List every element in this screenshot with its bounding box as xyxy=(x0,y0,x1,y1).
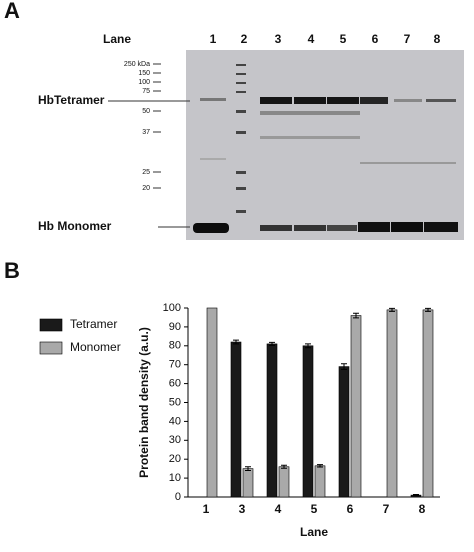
error-bar xyxy=(305,343,311,349)
marker-label: 75 xyxy=(142,88,150,95)
bar xyxy=(230,341,242,498)
x-tick-label: 6 xyxy=(347,502,354,516)
band-label: HbTetramer xyxy=(38,93,105,107)
legend-label: Tetramer xyxy=(70,317,117,331)
legend-label: Monomer xyxy=(70,340,121,354)
y-tick-label: 80 xyxy=(169,340,181,352)
marker-label: 50 xyxy=(142,108,150,115)
error-bar xyxy=(389,307,395,312)
lane-label: 2 xyxy=(241,32,248,46)
lane-label: 3 xyxy=(275,32,282,46)
x-tick-label: 8 xyxy=(419,502,426,516)
lane-label: 1 xyxy=(210,32,217,46)
lane-label: 6 xyxy=(372,32,379,46)
marker-label: 20 xyxy=(142,185,150,192)
lane-label: 4 xyxy=(308,32,315,46)
gel xyxy=(186,50,464,240)
y-tick-label: 70 xyxy=(169,359,181,371)
bar xyxy=(338,366,350,498)
error-bar xyxy=(245,466,251,472)
bar xyxy=(278,466,290,498)
error-bar xyxy=(281,464,287,469)
gel-bands xyxy=(193,64,458,233)
marker-label: 100 xyxy=(138,79,150,86)
error-bar xyxy=(353,312,359,319)
y-tick-label: 30 xyxy=(169,434,181,446)
x-tick-label: 5 xyxy=(311,502,318,516)
y-tick-label: 40 xyxy=(169,415,181,427)
lane-label: 7 xyxy=(404,32,411,46)
marker-label: 250 kDa xyxy=(124,61,150,68)
bar xyxy=(302,345,314,498)
x-tick-label: 7 xyxy=(383,502,390,516)
y-tick-label: 10 xyxy=(169,472,181,484)
legend-swatch xyxy=(39,318,63,332)
bar xyxy=(266,343,278,498)
bar xyxy=(206,307,218,498)
x-tick-label: 3 xyxy=(239,502,246,516)
panel-label: B xyxy=(4,258,20,283)
y-tick-label: 60 xyxy=(169,378,181,390)
lane-header: Lane xyxy=(103,32,131,46)
lane-label: 8 xyxy=(434,32,441,46)
bar xyxy=(242,468,254,498)
error-bar xyxy=(317,464,323,468)
legend-swatch xyxy=(39,341,63,355)
x-tick-label: 1 xyxy=(203,502,210,516)
marker-label: 25 xyxy=(142,169,150,176)
bar xyxy=(314,465,326,498)
error-bar xyxy=(413,494,419,497)
error-bar xyxy=(341,363,347,370)
lane-label: 5 xyxy=(340,32,347,46)
y-tick-label: 20 xyxy=(169,453,181,465)
marker-label: 150 xyxy=(138,70,150,77)
y-tick-label: 0 xyxy=(175,491,181,503)
bar xyxy=(350,315,362,498)
y-axis-label: Protein band density (a.u.) xyxy=(137,327,151,478)
error-bar xyxy=(425,307,431,312)
panel-label: A xyxy=(4,0,20,23)
y-tick-label: 100 xyxy=(163,302,181,314)
error-bar xyxy=(269,341,275,346)
marker-label: 37 xyxy=(142,129,150,136)
bar xyxy=(386,309,398,498)
y-tick-label: 90 xyxy=(169,321,181,333)
error-bar xyxy=(233,339,239,345)
y-tick-label: 50 xyxy=(169,396,181,408)
x-tick-label: 4 xyxy=(275,502,282,516)
band-label: Hb Monomer xyxy=(38,219,112,233)
x-axis-label: Lane xyxy=(300,525,328,539)
bar xyxy=(422,309,434,498)
